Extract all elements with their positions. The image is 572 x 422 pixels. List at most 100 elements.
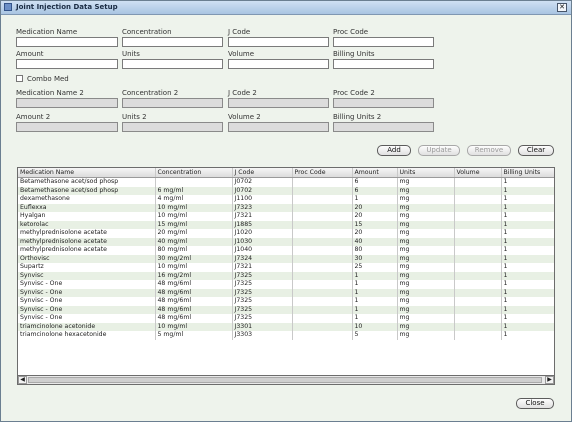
table-cell: methylprednisolone acetate (18, 229, 156, 238)
table-cell (454, 229, 502, 238)
table-cell: 20 (352, 212, 398, 221)
table-row[interactable]: Synvisc - One 48 mg/6ml J7325 1 mg 1 (18, 280, 554, 289)
table-cell (454, 263, 502, 272)
table-cell (292, 246, 353, 255)
table-row[interactable]: triamcinolone hexacetonide 5 mg/ml J3303 5 m… (18, 331, 554, 340)
table-cell: 1 (501, 297, 554, 306)
volume-field[interactable] (228, 59, 329, 69)
table-cell: 1 (352, 195, 398, 204)
volume-2-field[interactable] (228, 122, 329, 132)
column-header[interactable]: Billing Units (501, 168, 554, 178)
table-cell: 80 mg/ml (155, 246, 233, 255)
table-row[interactable]: Euflexxa 10 mg/ml J7323 20 mg 1 (18, 203, 554, 212)
table-cell (292, 314, 353, 323)
table-row[interactable]: methylprednisolone acetate 20 mg/ml J1020 2… (18, 229, 554, 238)
table-cell (454, 322, 502, 331)
table-cell: mg (397, 263, 455, 272)
column-header[interactable]: Concentration (155, 168, 233, 178)
table-row[interactable]: Synvisc - One 48 mg/6ml J7325 1 mg 1 (18, 305, 554, 314)
horizontal-scrollbar[interactable]: ◀ ▶ (17, 375, 555, 385)
concentration-field[interactable] (122, 37, 223, 47)
table-cell: J3301 (232, 322, 293, 331)
column-header[interactable]: Amount (352, 168, 398, 178)
table-row[interactable]: triamcinolone acetonide 10 mg/ml J3301 10 mg… (18, 322, 554, 331)
table-cell (454, 280, 502, 289)
table-cell: Orthovisc (18, 254, 156, 263)
table-cell: J7321 (232, 212, 293, 221)
column-header[interactable]: Proc Code (292, 168, 353, 178)
medication-name-field[interactable] (16, 37, 118, 47)
table-cell: 48 mg/6ml (155, 314, 233, 323)
j-code-field[interactable] (228, 37, 329, 47)
table-cell: mg (397, 195, 455, 204)
table-cell: J7325 (232, 288, 293, 297)
table-row[interactable]: Synvisc 16 mg/2ml J7325 1 mg 1 (18, 271, 554, 280)
column-header[interactable]: Volume (454, 168, 502, 178)
window-close-button[interactable]: ✕ (557, 3, 567, 12)
table-cell: 1 (501, 220, 554, 229)
amount-2-field[interactable] (16, 122, 118, 132)
medication-grid[interactable]: Medication Name Concentration J Code Proc C… (17, 167, 555, 385)
table-cell: 25 (352, 263, 398, 272)
scroll-left-arrow-icon[interactable]: ◀ (18, 376, 27, 384)
table-row[interactable]: Synvisc - One 48 mg/6ml J7325 1 mg 1 (18, 288, 554, 297)
billing-units-field[interactable] (333, 59, 434, 69)
table-row[interactable]: Supartz 10 mg/ml J7321 25 mg 1 (18, 263, 554, 272)
volume-label: Volume (228, 50, 255, 58)
column-header[interactable]: J Code (232, 168, 293, 178)
column-header[interactable]: Units (397, 168, 455, 178)
amount-label: Amount (16, 50, 44, 58)
table-cell (454, 331, 502, 340)
concentration-2-field[interactable] (122, 98, 223, 108)
table-row[interactable]: Synvisc - One 48 mg/6ml J7325 1 mg 1 (18, 297, 554, 306)
table-cell: mg (397, 237, 455, 246)
j-code-2-field[interactable] (228, 98, 329, 108)
update-button[interactable]: Update (418, 145, 460, 156)
table-row[interactable]: dexamethasone 4 mg/ml J1100 1 mg 1 (18, 195, 554, 204)
table-cell: J7325 (232, 305, 293, 314)
units-field[interactable] (122, 59, 223, 69)
table-cell (292, 177, 353, 187)
table-cell: Synvisc - One (18, 297, 156, 306)
table-cell (454, 271, 502, 280)
billing-units-2-field[interactable] (333, 122, 434, 132)
table-body: Betamethasone acet/sod phosp J0702 6 mg 1 Bet… (18, 177, 554, 340)
table-row[interactable]: methylprednisolone acetate 80 mg/ml J1040 8… (18, 246, 554, 255)
remove-button[interactable]: Remove (467, 145, 511, 156)
amount-field[interactable] (16, 59, 118, 69)
scroll-right-arrow-icon[interactable]: ▶ (545, 376, 554, 384)
medication-name-2-field[interactable] (16, 98, 118, 108)
scroll-thumb[interactable] (28, 377, 542, 383)
title-bar[interactable]: Joint Injection Data Setup ✕ (1, 1, 571, 15)
table-cell: mg (397, 331, 455, 340)
table-cell: 15 (352, 220, 398, 229)
table-row[interactable]: Betamethasone acet/sod phosp J0702 6 mg 1 (18, 177, 554, 187)
billing-units-label: Billing Units (333, 50, 375, 58)
table-cell (454, 220, 502, 229)
combo-med-checkbox[interactable] (16, 75, 23, 82)
table-cell (292, 271, 353, 280)
table-row[interactable]: Synvisc - One 48 mg/6ml J7325 1 mg 1 (18, 314, 554, 323)
table-cell: 1 (501, 263, 554, 272)
close-button[interactable]: Close (516, 398, 554, 409)
column-header[interactable]: Medication Name (18, 168, 156, 178)
table-cell: mg (397, 220, 455, 229)
table-cell (292, 229, 353, 238)
table-cell: 1 (352, 288, 398, 297)
table-row[interactable]: Betamethasone acet/sod phosp 6 mg/ml J0702… (18, 186, 554, 195)
proc-code-field[interactable] (333, 37, 434, 47)
table-row[interactable]: methylprednisolone acetate 40 mg/ml J1030 4… (18, 237, 554, 246)
units-2-field[interactable] (122, 122, 223, 132)
proc-code-2-field[interactable] (333, 98, 434, 108)
table-row[interactable]: Hyalgan 10 mg/ml J7321 20 mg 1 (18, 212, 554, 221)
table-cell: J0702 (232, 186, 293, 195)
clear-button[interactable]: Clear (518, 145, 554, 156)
table-row[interactable]: ketorolac 15 mg/ml J1885 15 mg 1 (18, 220, 554, 229)
table-cell: 40 mg/ml (155, 237, 233, 246)
table-cell: J1100 (232, 195, 293, 204)
add-button[interactable]: Add (377, 145, 411, 156)
table-row[interactable]: Orthovisc 30 mg/2ml J7324 30 mg 1 (18, 254, 554, 263)
table-cell (292, 263, 353, 272)
table-cell (292, 237, 353, 246)
